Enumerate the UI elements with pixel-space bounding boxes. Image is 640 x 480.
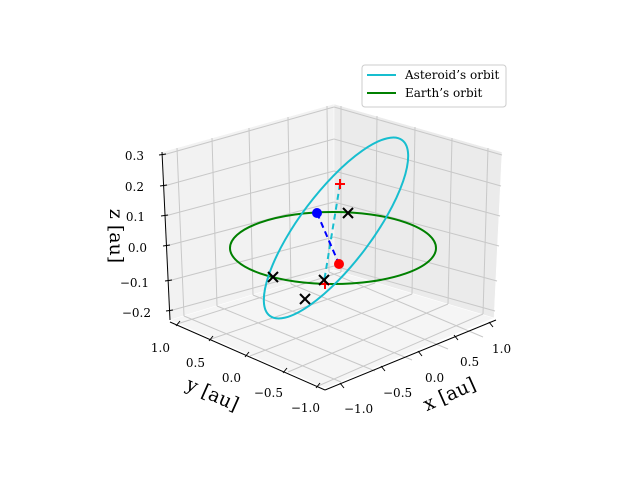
x-axis-ticks [339,321,494,389]
x-axis-line [324,319,497,391]
z-tick-label: −0.1 [120,276,149,290]
z-tick-label: 0.0 [128,241,147,255]
legend: Asteroid’s orbit Earth’s orbit [361,64,507,108]
legend-earth-label: Earth’s orbit [405,86,482,100]
y-tick-label: 0.5 [186,356,205,370]
intersection-markers [267,207,354,305]
z-tick-label: 0.3 [125,149,144,163]
x-marker-4 [299,293,311,305]
x-marker-3 [318,274,330,286]
pane-xy-floor [169,269,495,389]
x-tick-label: 1.0 [492,342,511,356]
y-axis-ticks [175,320,321,389]
y-tick-label: −0.5 [254,386,283,400]
x-marker-1 [342,207,354,219]
earth-position-dot [334,259,344,269]
y-tick-label: 0.0 [222,371,241,385]
z-tick-label: 0.1 [126,210,145,224]
axis-lines [161,151,497,391]
x-tick-label: 0.0 [425,371,444,385]
legend-asteroid-label: Asteroid’s orbit [404,68,499,82]
x-marker-2 [267,271,279,283]
ascending-node-marker [335,179,345,189]
y-axis-line [169,321,326,391]
z-axis-ticks [158,153,174,312]
z-tick-label: −0.2 [122,306,151,320]
asteroid-position-dot [312,208,322,218]
node-line [323,183,341,283]
x-tick-label: 0.5 [460,355,479,369]
x-tick-label: −0.5 [383,386,412,400]
y-tick-label: 1.0 [151,341,170,355]
y-tick-label: −1.0 [291,401,320,415]
z-tick-label: 0.2 [125,180,144,194]
gridlines [162,105,503,387]
z-axis-line [161,151,171,321]
earth-orbit [229,211,437,285]
x-tick-label: −1.0 [344,402,373,416]
z-axis-label: z [au] [105,209,127,263]
asteroid-orbit [262,136,410,320]
